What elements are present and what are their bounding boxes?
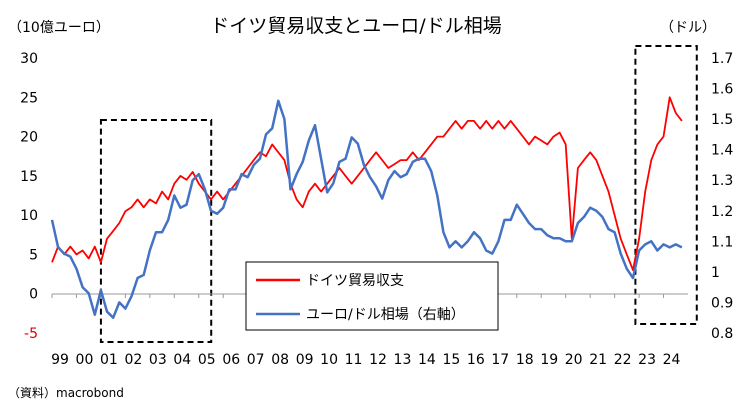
y-left-tick-label: 0	[29, 287, 38, 303]
y-left-tick-label: 30	[20, 51, 38, 67]
y-right-tick-label: 1.7	[711, 51, 733, 67]
x-tick-label: 99	[51, 352, 69, 368]
x-tick-label: 00	[76, 352, 94, 368]
x-tick-label: 04	[173, 352, 191, 368]
x-tick-label: 24	[663, 352, 681, 368]
right-axis-unit: （ドル）	[660, 20, 716, 36]
x-tick-label: 17	[491, 352, 509, 368]
x-tick-label: 01	[100, 352, 118, 368]
x-tick-label: 08	[271, 352, 289, 368]
x-tick-label: 23	[638, 352, 656, 368]
legend-label-trade: ドイツ貿易収支	[306, 273, 404, 289]
x-tick-label: 05	[198, 352, 216, 368]
x-tick-label: 19	[540, 352, 558, 368]
legend-label-fx: ユーロ/ドル相場（右軸）	[306, 307, 465, 323]
y-left-tick-label: 5	[29, 247, 38, 263]
y-right-tick-label: 1.6	[711, 82, 733, 98]
axis-ticks: 99 00 01 02 03 04 05 06 07 08 09 10 11 12 13 14 15 16 17 18…	[20, 51, 733, 368]
y-left-tick-label: 20	[20, 130, 38, 146]
x-tick-label: 11	[345, 352, 363, 368]
y-left-tick-label: 15	[20, 169, 38, 185]
y-right-tick-label: 1.3	[711, 173, 733, 189]
x-tick-label: 10	[320, 352, 338, 368]
x-tick-label: 02	[124, 352, 142, 368]
y-right-tick-label: 1.4	[711, 143, 733, 159]
y-left-tick-label: 25	[20, 90, 38, 106]
x-tick-label: 18	[516, 352, 534, 368]
x-tick-label: 16	[467, 352, 485, 368]
y-left-tick-label: 10	[20, 208, 38, 224]
highlight-box	[99, 119, 213, 343]
series-line-fx	[50, 99, 683, 319]
x-tick-label: 12	[369, 352, 387, 368]
x-tick-label: 07	[247, 352, 265, 368]
x-tick-label: 21	[589, 352, 607, 368]
y-right-tick-label: 0.9	[711, 295, 733, 311]
y-left-tick-label: -5	[24, 326, 38, 342]
x-tick-label: 06	[222, 352, 240, 368]
x-tick-label: 22	[614, 352, 632, 368]
series-line-trade	[51, 96, 683, 271]
x-tick-label: 09	[296, 352, 314, 368]
chart-title: ドイツ貿易収支とユーロ/ドル相場	[210, 15, 501, 37]
y-right-tick-label: 1.1	[711, 234, 733, 250]
left-axis-unit: （10億ユーロ）	[8, 20, 110, 36]
x-tick-label: 03	[149, 352, 167, 368]
y-right-tick-label: 0.8	[711, 326, 733, 342]
y-right-tick-label: 1.5	[711, 112, 733, 128]
highlight-boxes	[99, 45, 698, 343]
highlight-box	[634, 45, 698, 325]
series-lines	[50, 96, 683, 319]
x-tick-label: 13	[394, 352, 412, 368]
x-tick-label: 20	[565, 352, 583, 368]
x-tick-label: 14	[418, 352, 436, 368]
x-tick-label: 15	[442, 352, 460, 368]
legend-box	[245, 261, 499, 331]
y-right-tick-label: 1	[711, 265, 720, 281]
source-note: （資料）macrobond	[8, 386, 124, 400]
y-right-tick-label: 1.2	[711, 204, 733, 220]
legend: ドイツ貿易収支 ユーロ/ドル相場（右軸）	[245, 261, 499, 331]
